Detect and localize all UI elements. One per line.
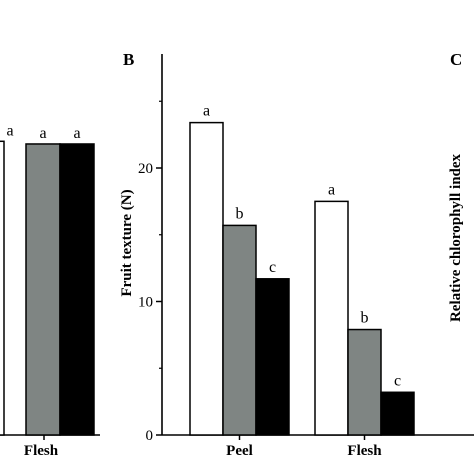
panel-b-letter: B (123, 50, 134, 69)
panel-a-bar-s2-flesh (25, 143, 61, 436)
panel-b-y-axis-label: Fruit texture (N) (119, 189, 135, 296)
panel-a-x-label-flesh: Flesh (24, 443, 59, 459)
panel-a-sig-label-s2: a (39, 125, 46, 142)
panel-b-y-tick-label-20: 20 (138, 161, 153, 177)
panel-c: C Relative chlorophyll index (448, 50, 464, 322)
panel-b-sig-label-s1-flesh: a (328, 181, 335, 198)
panel-b-bar-s1-flesh (314, 200, 349, 436)
panel-b-sig-label-s1-peel: a (203, 103, 210, 120)
panel-c-letter: C (450, 50, 462, 69)
panel-b-sig-label-s3-flesh: c (394, 372, 401, 389)
panel-b-x-label-peel: Peel (226, 443, 253, 459)
panel-b-bar-s2-flesh (347, 328, 382, 436)
panel-b-sig-label-s2-flesh: b (361, 310, 369, 327)
panel-b-sig-label-s2-peel: b (236, 205, 244, 222)
panel-b-y-tick-label-10: 10 (138, 295, 153, 311)
panel-a-bar-s3-flesh (59, 143, 95, 436)
panel-b-bar-s1-peel (189, 121, 224, 436)
panel-b-x-label-flesh: Flesh (347, 443, 382, 459)
panel-b-bar-s3-peel (255, 278, 290, 436)
panel-a-bar-s1-flesh (0, 140, 5, 436)
panel-b-bar-s2-peel (222, 224, 257, 436)
panel-b-sig-label-s3-peel: c (269, 259, 276, 276)
panel-a-sig-label-s1: a (6, 122, 13, 139)
panel-b-y-tick-label-0: 0 (146, 428, 154, 444)
panel-c-y-axis-label: Relative chlorophyll index (448, 153, 464, 322)
panel-b-bar-s3-flesh (380, 391, 415, 436)
panel-a: a a a Flesh (0, 122, 100, 459)
panel-a-sig-label-s3: a (73, 125, 80, 142)
